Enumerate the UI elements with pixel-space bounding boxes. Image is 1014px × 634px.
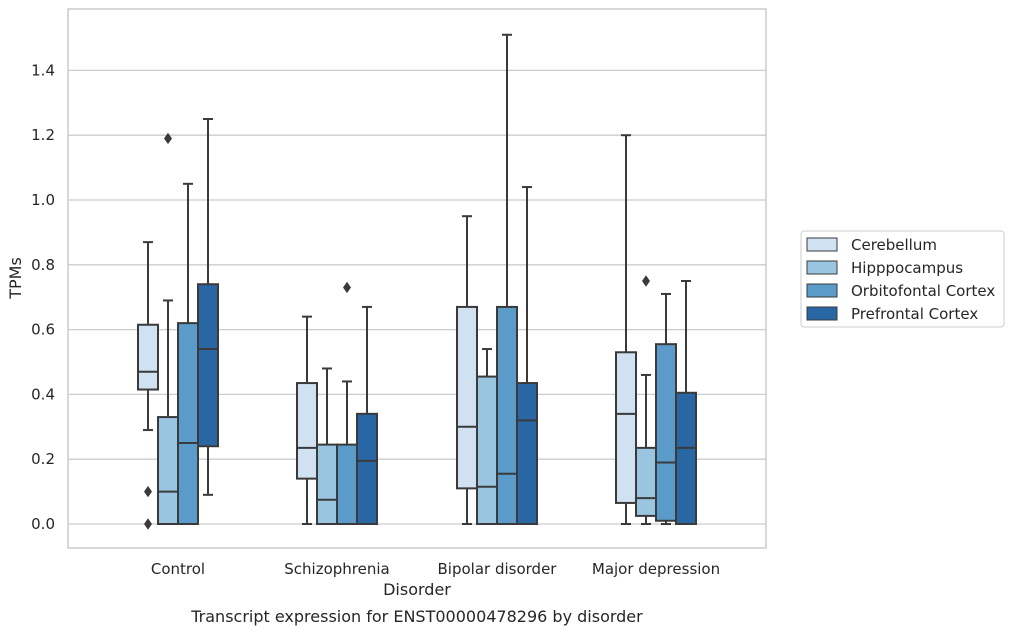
box-0-1 xyxy=(296,315,318,525)
box-1-3 xyxy=(635,275,657,525)
box-iqr xyxy=(456,305,478,490)
box-iqr xyxy=(635,446,657,517)
y-tick-label: 1.2 xyxy=(31,126,55,144)
outlier-point xyxy=(642,275,650,287)
box-3-1 xyxy=(356,305,378,525)
box-iqr xyxy=(197,283,219,448)
box-iqr xyxy=(336,443,358,525)
legend-label: Prefrontal Cortex xyxy=(851,305,978,323)
legend-swatch xyxy=(806,260,838,275)
box-iqr xyxy=(655,343,677,522)
y-tick-label: 0.0 xyxy=(31,515,55,533)
box-3-3 xyxy=(675,280,697,525)
legend-label: Cerebellum xyxy=(851,236,937,254)
box-iqr xyxy=(496,305,518,526)
box-iqr xyxy=(675,391,697,525)
x-tick-labels: Control Schizophrenia Bipolar disorder Majo… xyxy=(151,560,720,578)
x-tick-label: Control xyxy=(151,560,205,578)
y-tick-labels: 0.0 0.2 0.4 0.6 0.8 1.0 1.2 1.4 xyxy=(31,61,55,533)
box-iqr xyxy=(157,416,179,525)
y-tick-label: 1.4 xyxy=(31,61,55,79)
x-axis-label: Disorder xyxy=(383,580,451,599)
outlier-point xyxy=(144,485,152,498)
box-3-0 xyxy=(197,118,219,496)
box-0-3 xyxy=(615,134,637,525)
box-iqr xyxy=(516,382,538,525)
legend-swatch xyxy=(806,283,838,298)
y-tick-label: 0.8 xyxy=(31,256,55,274)
legend-swatch xyxy=(806,306,838,321)
outlier-point xyxy=(144,518,152,530)
box-0-2 xyxy=(456,215,478,525)
box-iqr xyxy=(615,351,637,504)
plot-frame xyxy=(67,8,767,549)
box-iqr xyxy=(356,412,378,525)
box-2-0 xyxy=(177,182,199,525)
x-tick-label: Major depression xyxy=(592,560,720,578)
box-iqr xyxy=(296,382,318,480)
y-tick-label: 0.4 xyxy=(31,385,55,403)
legend-label: Hipppocampus xyxy=(851,259,963,277)
x-tick-label: Schizophrenia xyxy=(284,560,389,578)
legend-frame xyxy=(800,230,1005,328)
outlier-point xyxy=(343,281,351,294)
box-0-0 xyxy=(137,241,159,530)
box-iqr xyxy=(137,323,159,391)
y-tick-label: 0.2 xyxy=(31,450,55,468)
figure-caption: Transcript expression for ENST0000047829… xyxy=(190,607,643,626)
box-3-2 xyxy=(516,186,538,525)
legend-label: Orbitofontal Cortex xyxy=(851,282,995,300)
y-tick-label: 1.0 xyxy=(31,191,55,209)
y-tick-label: 0.6 xyxy=(31,321,55,339)
x-tick-label: Bipolar disorder xyxy=(438,560,558,578)
box-iqr xyxy=(316,443,338,525)
plot-marks xyxy=(137,33,697,530)
y-axis-label: TPMs xyxy=(6,257,25,300)
outlier-point xyxy=(164,132,172,145)
legend: Cerebellum Hipppocampus Orbitofontal Corte… xyxy=(800,230,1005,328)
box-iqr xyxy=(476,375,498,525)
box-iqr xyxy=(177,322,199,525)
legend-swatch xyxy=(806,237,838,252)
